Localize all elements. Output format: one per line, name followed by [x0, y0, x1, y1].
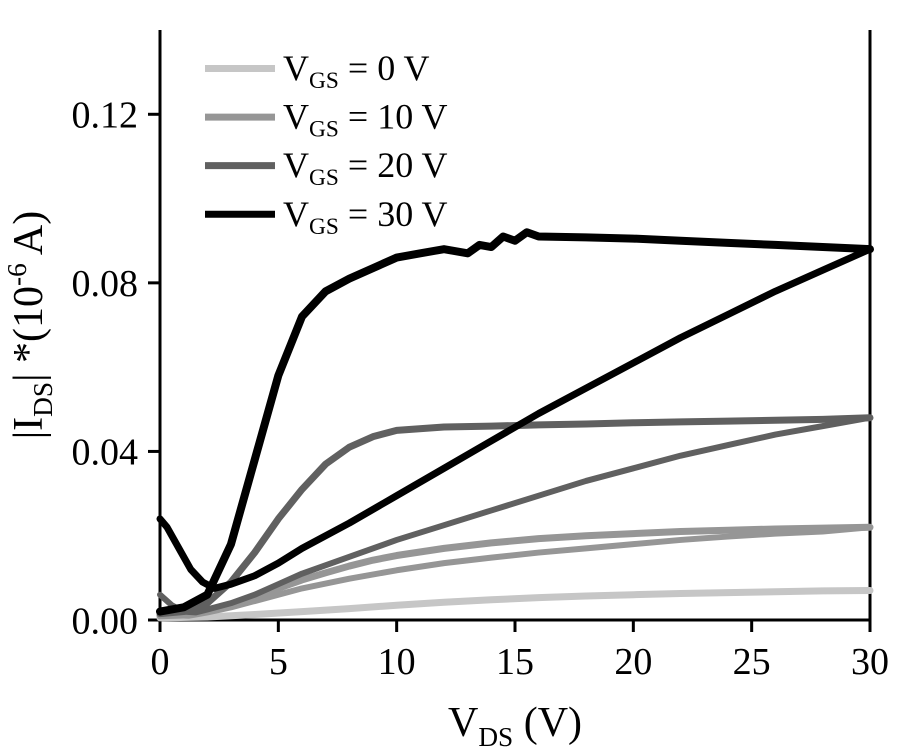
legend-label: VGS = 30 V — [283, 194, 448, 240]
x-tick-label: 15 — [496, 641, 534, 683]
x-tick-label: 30 — [851, 641, 889, 683]
x-tick-label: 25 — [733, 641, 771, 683]
line-chart: 0 5 10 15 20 25 30 0.00 0.04 0.08 0.12 VDS (V) |IDS|… — [0, 0, 905, 751]
x-tick-label: 0 — [151, 641, 170, 683]
y-tick-label: 0.08 — [72, 263, 139, 305]
y-tick-label: 0.12 — [72, 95, 139, 137]
legend-label: VGS = 20 V — [283, 145, 448, 191]
x-tick-label: 10 — [378, 641, 416, 683]
x-tick-label: 5 — [269, 641, 288, 683]
y-tick-label: 0.00 — [72, 600, 139, 642]
x-axis-label: VDS (V) — [448, 700, 582, 751]
legend-label: VGS = 10 V — [283, 97, 448, 143]
legend-label: VGS = 0 V — [283, 48, 430, 94]
x-tick-label: 20 — [614, 641, 652, 683]
series-VGS_20V_up — [160, 418, 870, 614]
series-VGS_20V_down — [160, 418, 870, 613]
chart-container: 0 5 10 15 20 25 30 0.00 0.04 0.08 0.12 VDS (V) |IDS|… — [0, 0, 905, 751]
y-tick-label: 0.04 — [72, 432, 139, 474]
y-axis-label: |IDS| *(10-6 A) — [2, 211, 58, 439]
